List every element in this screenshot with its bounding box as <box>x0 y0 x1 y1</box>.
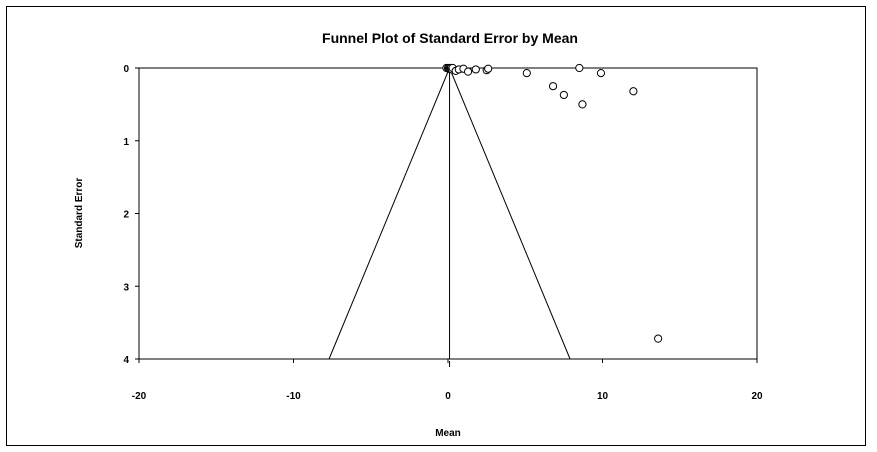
y-axis-label: Standard Error <box>74 178 85 249</box>
x-tick-label: 20 <box>751 391 763 402</box>
y-tick-label: 3 <box>123 282 129 293</box>
y-tick-label: 2 <box>123 210 129 221</box>
data-point <box>575 63 584 73</box>
data-point <box>484 64 493 73</box>
data-point <box>463 67 473 76</box>
y-tick-label: 4 <box>123 355 129 366</box>
chart-title: Funnel Plot of Standard Error by Mean <box>322 30 578 46</box>
data-point <box>596 68 606 78</box>
funnel-right-line <box>449 67 571 360</box>
x-tick-label: -20 <box>132 391 147 402</box>
y-tick-label: 1 <box>123 137 129 148</box>
funnel-left-line <box>328 67 451 360</box>
x-tick-label: 0 <box>445 391 451 402</box>
data-point <box>522 68 531 78</box>
x-axis-label: Mean <box>435 428 461 439</box>
data-point <box>559 90 568 100</box>
chart-frame <box>6 6 866 446</box>
data-point <box>548 82 558 91</box>
plot-area <box>138 67 758 360</box>
y-tick-label: 0 <box>123 64 129 75</box>
x-tick-label: 10 <box>597 391 609 402</box>
x-tick-label: -10 <box>286 391 301 402</box>
data-point <box>629 87 638 96</box>
data-point <box>578 100 587 109</box>
data-point <box>654 334 663 343</box>
data-point <box>471 65 480 74</box>
